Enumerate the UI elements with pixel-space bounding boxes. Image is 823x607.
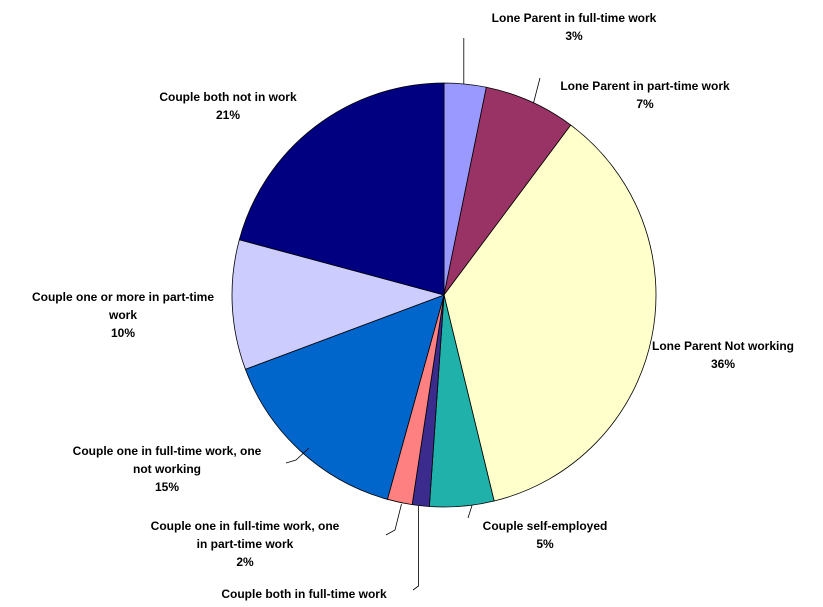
slice-label: Couple one or more in part-time work 10% (32, 290, 214, 340)
pie-slice (244, 294, 445, 500)
pie-slice (231, 239, 446, 370)
slice-percent: 15% (155, 480, 179, 494)
slice-label: Couple both in full-time work 1% (221, 587, 387, 607)
leader-line (467, 505, 473, 519)
slice-name: Couple one or more in part-time (32, 290, 214, 304)
slice-name: Lone Parent in full-time work (492, 11, 657, 25)
slice-name: Lone Parent in part-time work (560, 79, 730, 93)
slice-percent: 7% (636, 97, 654, 111)
slice-percent: 1% (295, 605, 313, 607)
slice-name: Lone Parent Not working (652, 339, 794, 353)
slice-percent: 21% (216, 108, 240, 122)
slice-label: Couple both not in work 21% (159, 90, 297, 122)
slice-label: Couple self-employed 5% (483, 519, 608, 551)
slice-label: Couple one in full-time work, one not wor… (73, 444, 262, 494)
slice-percent: 2% (236, 555, 254, 569)
slice-name: Couple one in full-time work, one (151, 519, 340, 533)
slice-name: in part-time work (197, 537, 294, 551)
slice-percent: 3% (565, 29, 583, 43)
slice-name: Couple one in full-time work, one (73, 444, 262, 458)
slice-name: Couple self-employed (483, 519, 608, 533)
slice-name: work (108, 308, 137, 322)
slice-label: Lone Parent in part-time work 7% (560, 79, 730, 111)
slice-name: Couple both in full-time work (221, 587, 387, 601)
slice-name: not working (133, 462, 201, 476)
slice-label: Couple one in full-time work, one in part… (151, 519, 340, 569)
pie-slice (443, 124, 657, 502)
slice-percent: 5% (536, 537, 554, 551)
slice-label: Lone Parent in full-time work 3% (492, 11, 657, 43)
slice-label: Lone Parent Not working 36% (652, 339, 794, 371)
slice-percent: 36% (711, 357, 735, 371)
slice-percent: 10% (111, 326, 135, 340)
leader-line (285, 447, 310, 464)
pie-slices (231, 82, 657, 508)
pie-slice (238, 82, 445, 296)
leader-lines (285, 38, 541, 591)
leader-line (385, 503, 402, 536)
slice-labels: Lone Parent in full-time work 3%Lone Pare… (32, 11, 794, 607)
leader-line (412, 506, 419, 591)
slice-name: Couple both not in work (159, 90, 297, 104)
leader-line (533, 77, 541, 104)
